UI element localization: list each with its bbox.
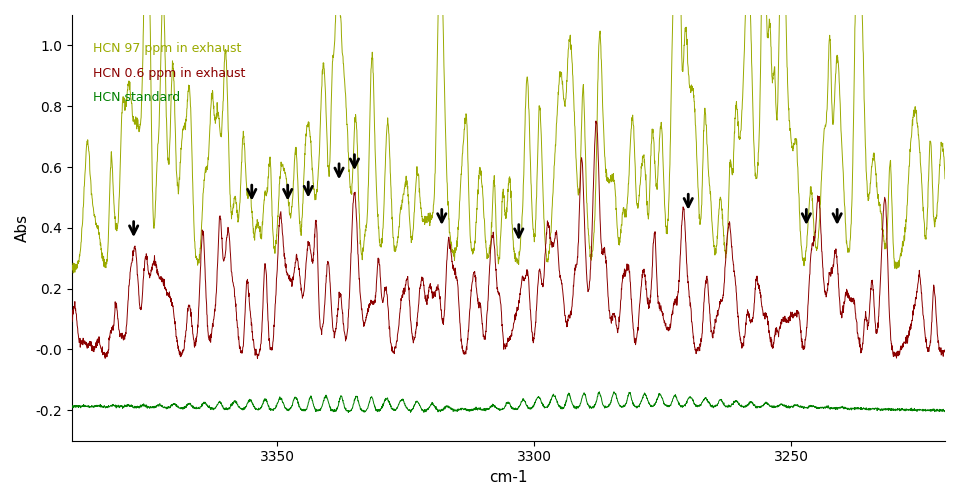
X-axis label: cm-1: cm-1	[490, 470, 528, 485]
Text: HCN standard: HCN standard	[92, 91, 180, 104]
Text: HCN 0.6 ppm in exhaust: HCN 0.6 ppm in exhaust	[92, 66, 245, 80]
Y-axis label: Abs: Abs	[15, 214, 30, 242]
Text: HCN 97 ppm in exhaust: HCN 97 ppm in exhaust	[92, 42, 241, 56]
